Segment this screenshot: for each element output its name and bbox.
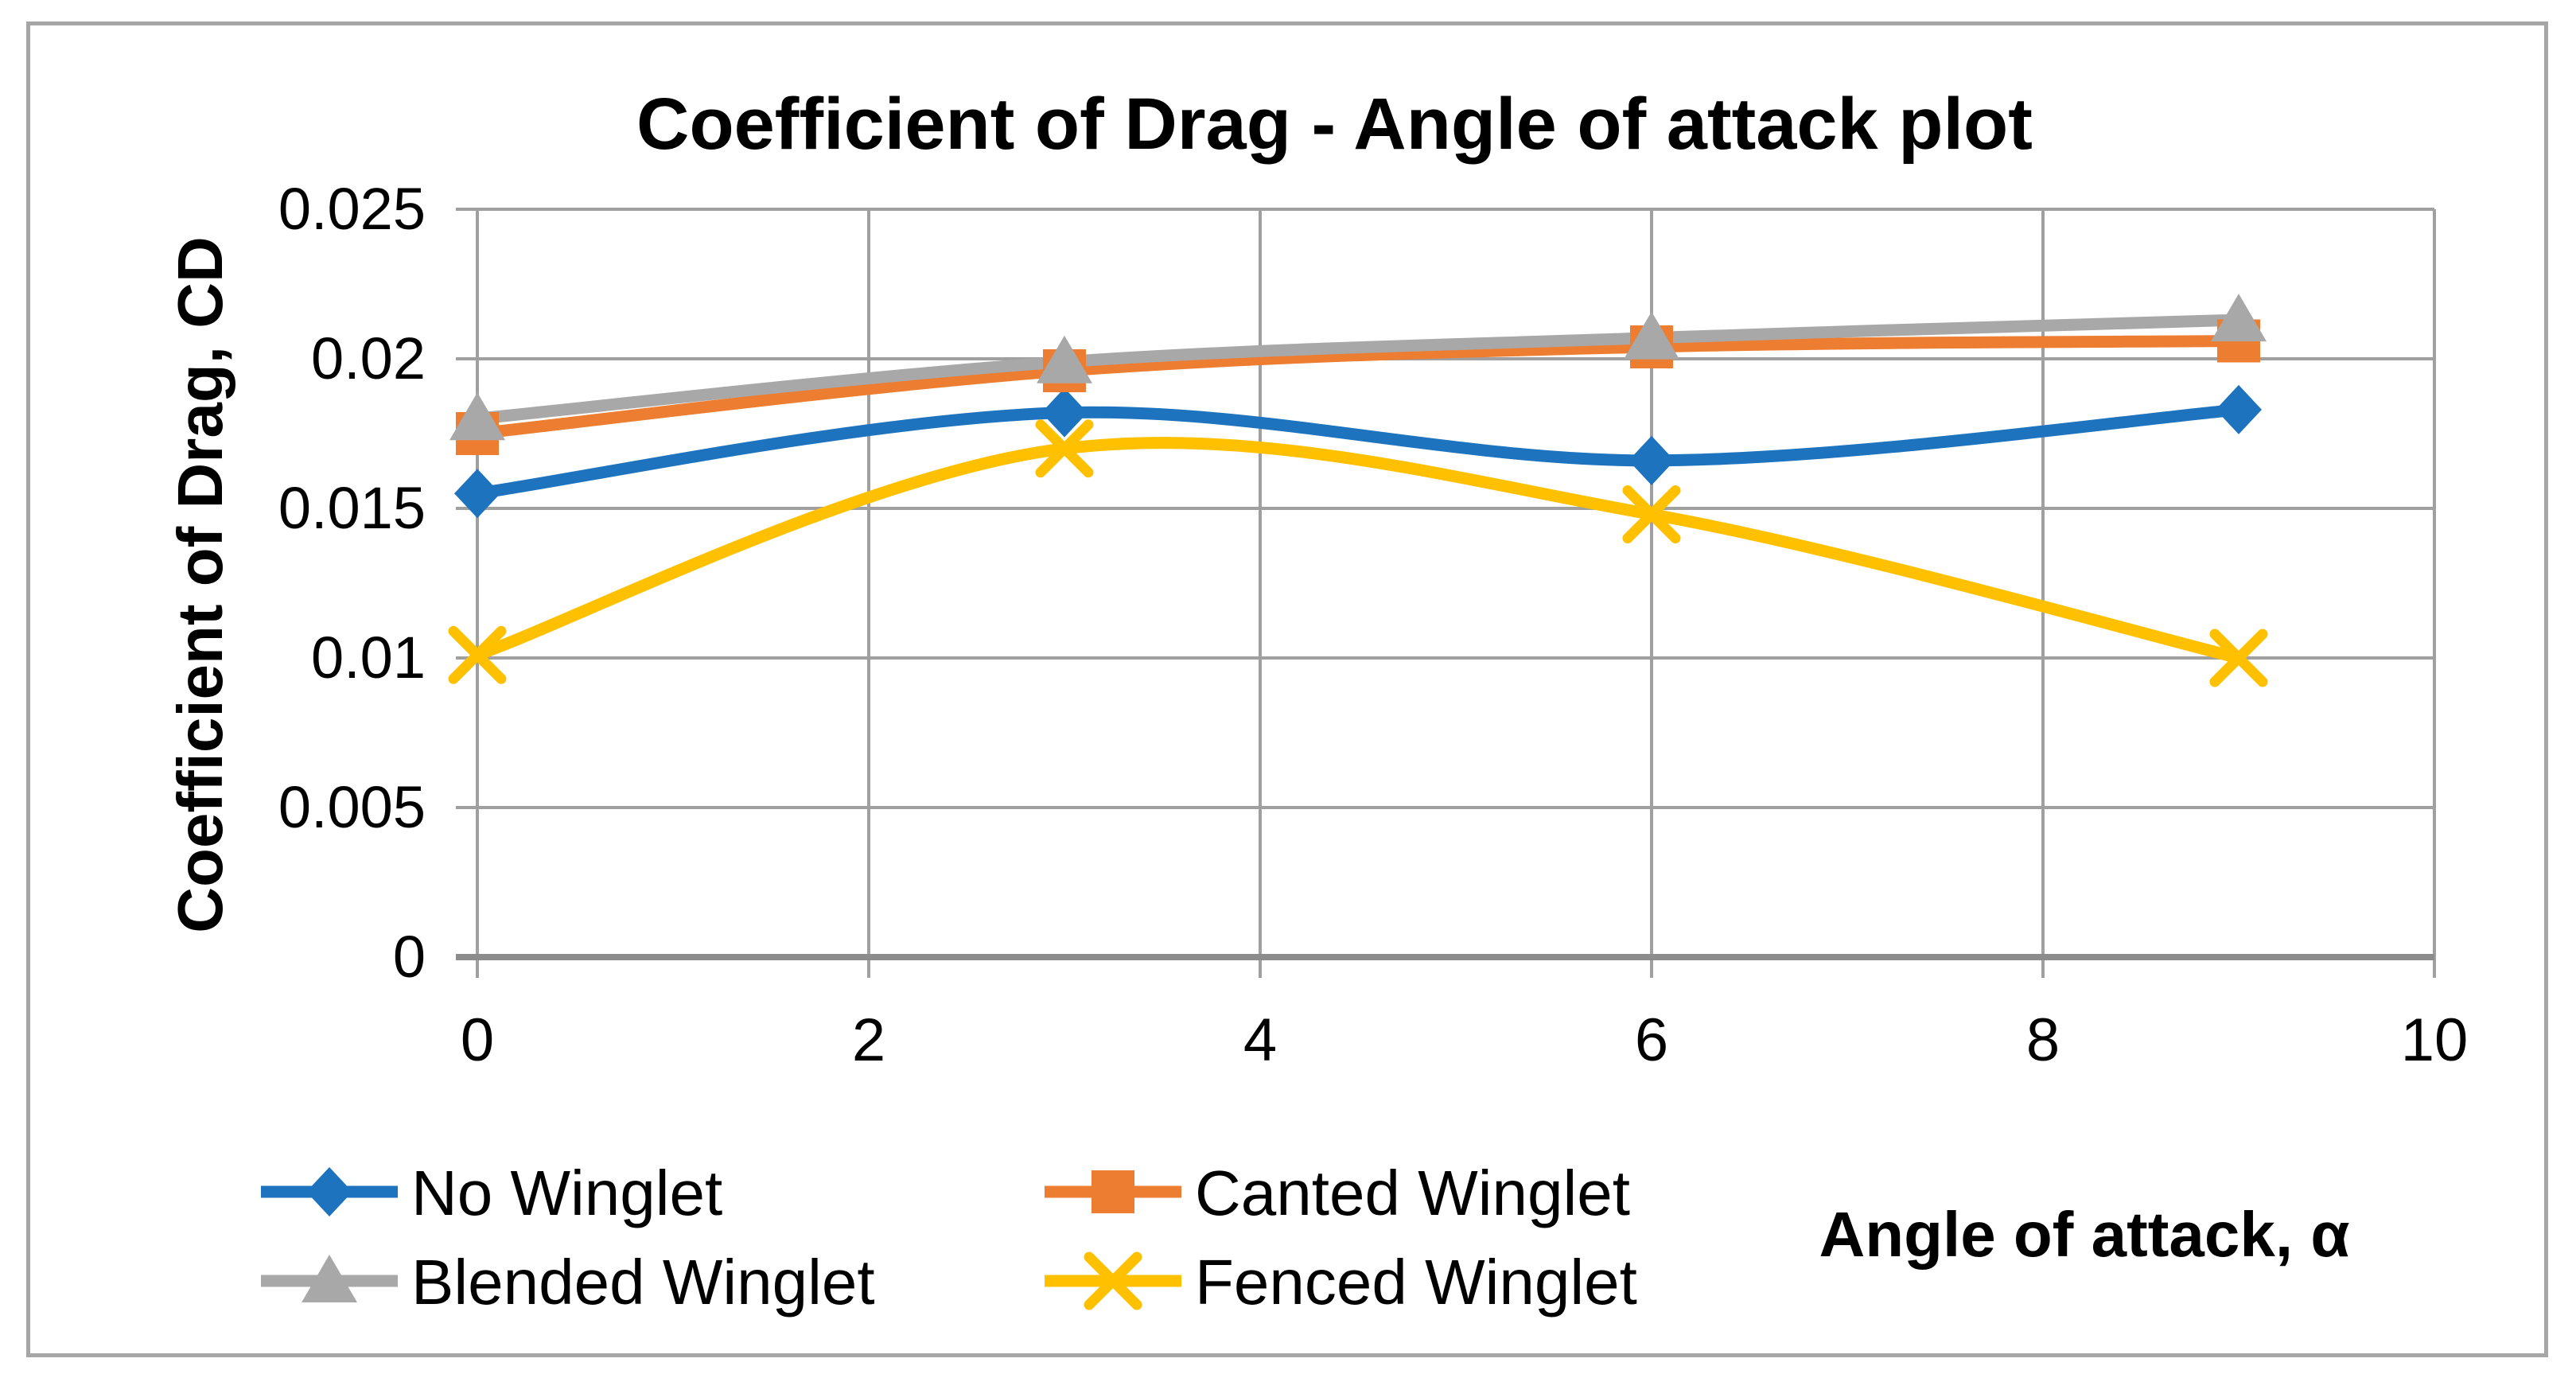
data-point-x xyxy=(448,625,507,684)
y-tick-label: 0.025 xyxy=(278,176,426,242)
legend-key-marker-triangle xyxy=(302,1255,357,1302)
data-point-x xyxy=(1622,485,1681,544)
data-point-triangle xyxy=(1037,335,1092,383)
y-axis-title: Coefficient of Drag, CD xyxy=(165,236,235,933)
data-point-triangle xyxy=(2211,294,2267,342)
series-line-fenced-winglet xyxy=(471,437,2245,664)
y-tick-label: 0.02 xyxy=(310,325,426,391)
x-tick-label: 6 xyxy=(1634,1006,1669,1074)
x-tick-label: 4 xyxy=(1243,1006,1278,1074)
data-point-triangle xyxy=(1624,311,1679,360)
data-point-diamond xyxy=(2216,384,2262,434)
series-line-canted-winglet xyxy=(471,334,2245,440)
legend-label-fenced-winglet: Fenced Winglet xyxy=(1195,1247,1637,1318)
legend-label-canted-winglet: Canted Winglet xyxy=(1195,1158,1630,1228)
data-point-x xyxy=(2209,629,2268,687)
y-tick-label: 0.005 xyxy=(278,774,426,840)
chart-title: Coefficient of Drag - Angle of attack pl… xyxy=(636,84,2033,165)
chart-border xyxy=(26,21,2548,1357)
y-tick-label: 0.015 xyxy=(278,475,426,541)
data-point-diamond xyxy=(1041,387,1088,438)
legend-label-blended-winglet: Blended Winglet xyxy=(411,1247,875,1318)
data-point-diamond xyxy=(1628,435,1675,485)
x-tick-label: 8 xyxy=(2025,1006,2060,1074)
series-line-no-winglet xyxy=(471,403,2245,500)
y-tick-label: 0 xyxy=(392,924,426,990)
x-tick-label: 0 xyxy=(460,1006,495,1074)
legend-label-no-winglet: No Winglet xyxy=(411,1158,723,1228)
data-point-x xyxy=(1035,419,1094,478)
data-point-triangle xyxy=(449,392,505,441)
series-line-blended-winglet xyxy=(471,313,2245,425)
x-tick-label: 10 xyxy=(2400,1006,2469,1074)
legend-key-marker-x xyxy=(1084,1251,1142,1310)
x-axis-title: Angle of attack, α xyxy=(1819,1199,2350,1270)
legend-key-marker-square xyxy=(1091,1170,1134,1213)
legend-key-marker-diamond xyxy=(306,1167,352,1216)
x-tick-label: 2 xyxy=(851,1006,886,1074)
data-point-diamond xyxy=(454,469,500,519)
y-tick-label: 0.01 xyxy=(310,625,426,691)
